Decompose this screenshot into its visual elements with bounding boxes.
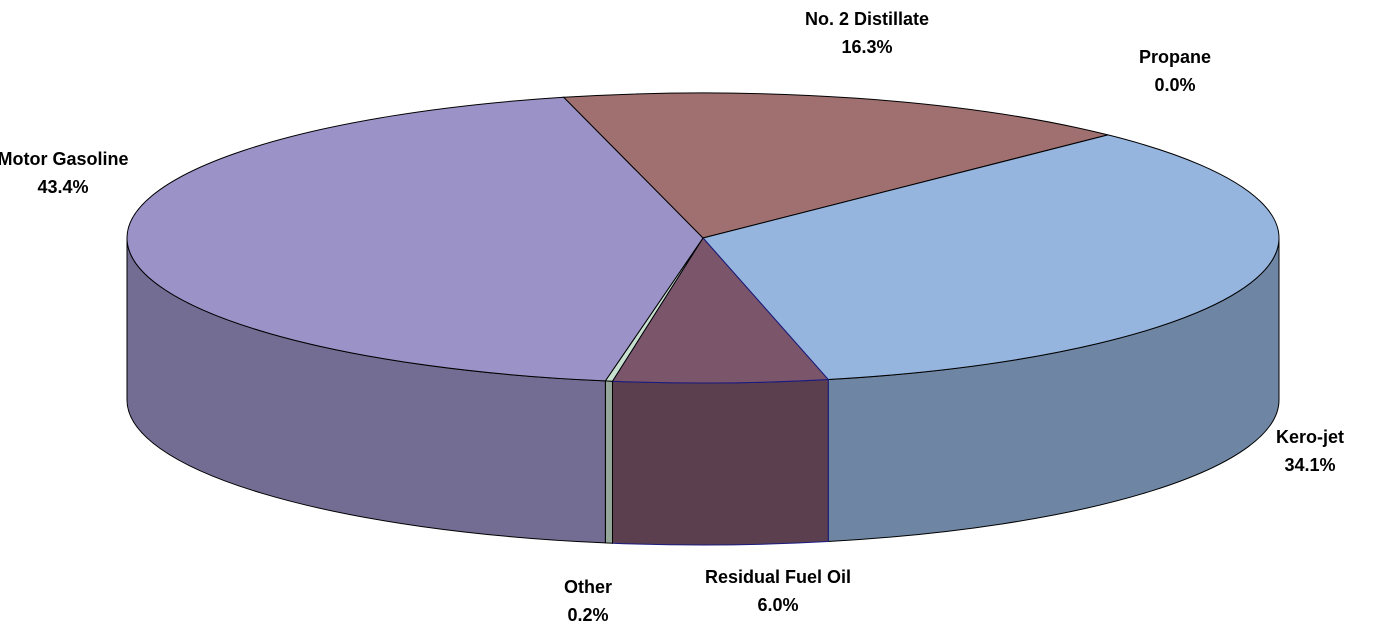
slice-label: No. 2 Distillate	[805, 9, 929, 29]
pie-side	[604, 380, 613, 544]
slice-value-label: 0.0%	[1154, 75, 1195, 95]
slice-label: Propane	[1139, 47, 1211, 67]
slice-label: Motor Gasoline	[0, 149, 129, 169]
slice-label: Other	[564, 577, 612, 597]
slice-value-label: 34.1%	[1284, 455, 1335, 475]
slice-value-label: 43.4%	[37, 177, 88, 197]
slice-label: Kero-jet	[1276, 427, 1344, 447]
slice-value-label: 6.0%	[757, 595, 798, 615]
slice-value-label: 0.2%	[567, 605, 608, 625]
slice-label: Residual Fuel Oil	[705, 567, 851, 587]
slice-value-label: 16.3%	[841, 37, 892, 57]
pie-slice	[611, 237, 830, 384]
pie-side	[611, 379, 829, 546]
pie-slice	[126, 96, 704, 382]
pie-slice	[562, 92, 1109, 239]
pie-slice	[702, 134, 1280, 381]
